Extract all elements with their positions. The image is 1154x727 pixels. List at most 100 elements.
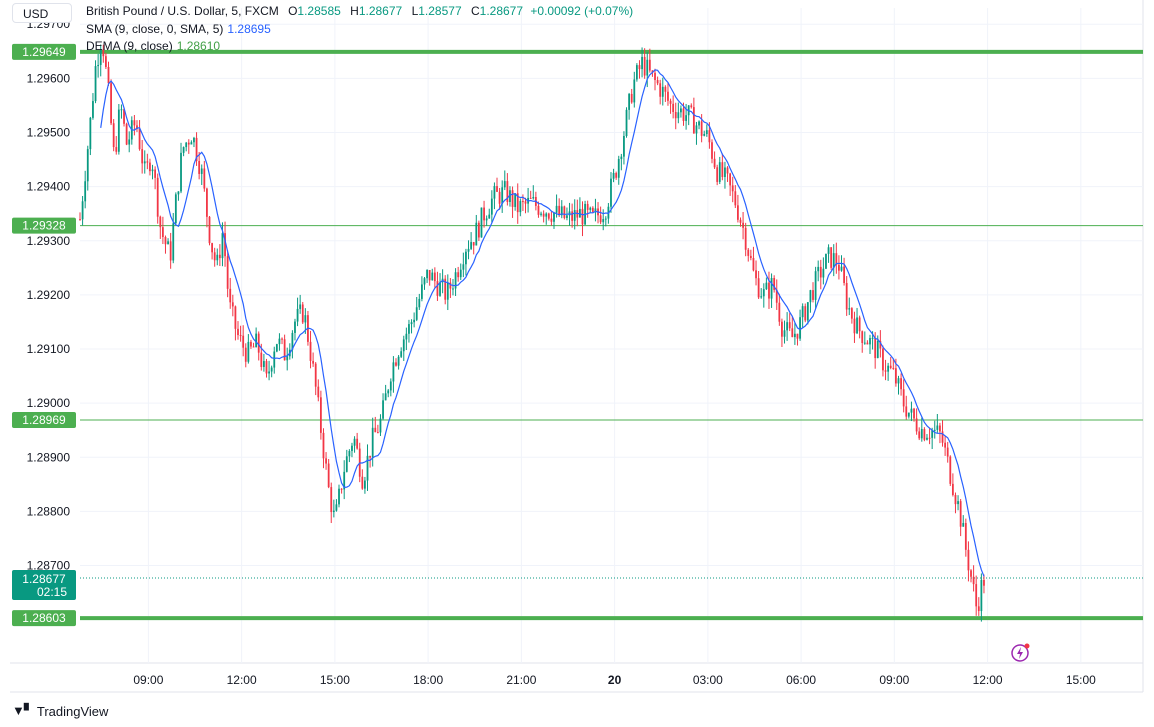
- candle-body: [436, 281, 439, 296]
- candle-body: [216, 254, 219, 261]
- candle-body: [395, 362, 397, 366]
- x-tick-label: 03:00: [693, 673, 723, 687]
- candle-body: [270, 367, 273, 372]
- candle-body: [511, 190, 514, 207]
- sma-legend[interactable]: SMA (9, close, 0, SMA, 5) 1.28695: [86, 21, 271, 37]
- level-tag: [12, 610, 76, 627]
- candle-body: [939, 425, 941, 432]
- x-tick-label: 15:00: [1066, 673, 1096, 687]
- candle-body: [164, 237, 167, 245]
- candle-body: [832, 253, 835, 268]
- y-tick-label: 1.29500: [27, 126, 71, 140]
- level-tag-label: 1.29328: [22, 219, 66, 233]
- candle-body: [433, 272, 436, 282]
- candle-body: [724, 167, 726, 178]
- candle-body: [760, 296, 763, 298]
- candle-body: [667, 91, 669, 101]
- candle-body: [169, 241, 172, 261]
- candle-body: [252, 346, 255, 348]
- x-tick-label: 09:00: [133, 673, 163, 687]
- candle-body: [747, 249, 750, 256]
- candle-body: [560, 206, 563, 216]
- candle-body: [848, 308, 851, 310]
- candle-body: [739, 219, 742, 223]
- candle-body: [522, 201, 524, 203]
- candle-body: [335, 504, 338, 511]
- candle-body: [654, 72, 656, 81]
- candle-body: [625, 109, 628, 136]
- sma-label: SMA (9, close, 0, SMA, 5): [86, 22, 224, 36]
- candle-body: [187, 142, 190, 145]
- candle-body: [946, 447, 949, 457]
- candle-body: [151, 169, 154, 172]
- candle-body: [923, 429, 926, 440]
- candle-body: [112, 123, 115, 148]
- dema-legend[interactable]: DEMA (9, close) 1.28610: [86, 38, 220, 54]
- candle-body: [400, 351, 403, 357]
- candle-body: [664, 86, 667, 92]
- candle-body: [799, 317, 801, 339]
- candle-body: [884, 370, 887, 372]
- candle-body: [604, 218, 607, 220]
- candle-body: [905, 406, 908, 417]
- candle-body: [863, 342, 866, 344]
- y-tick-label: 1.29300: [27, 234, 71, 248]
- candle-body: [773, 277, 776, 290]
- tradingview-brand[interactable]: ▼▘ TradingView: [12, 703, 108, 719]
- candle-body: [180, 152, 182, 192]
- candle-body: [599, 215, 602, 223]
- level-tag-label: 1.29649: [22, 45, 66, 59]
- candle-body: [366, 455, 369, 481]
- candle-body: [726, 167, 729, 174]
- price-axis: 1.297001.296001.295001.294001.293001.292…: [27, 17, 71, 572]
- candle-body: [586, 203, 589, 210]
- event-dot: [1024, 643, 1030, 649]
- candle-body: [628, 93, 631, 110]
- candle-body: [444, 278, 447, 300]
- candle-body: [529, 197, 532, 199]
- candle-body: [623, 135, 625, 157]
- candle-body: [850, 308, 853, 319]
- ohlc-low: 1.28577: [418, 4, 462, 18]
- candle-body: [141, 149, 144, 164]
- candle-body: [472, 242, 475, 246]
- candle-body: [281, 338, 283, 340]
- candle-body: [646, 59, 649, 76]
- candle-body: [936, 425, 939, 430]
- candle-body: [532, 197, 535, 199]
- candle-body: [356, 438, 359, 449]
- ohlc-high-key: H: [350, 4, 359, 18]
- candle-body: [123, 109, 125, 124]
- candle-body: [509, 190, 511, 202]
- candle-body: [793, 333, 796, 338]
- y-tick-label: 1.28700: [27, 559, 71, 573]
- candle-body: [721, 162, 724, 178]
- chart-grid: [10, 0, 1144, 693]
- event-marker-icon[interactable]: [1011, 643, 1030, 662]
- candle-body: [731, 185, 734, 192]
- level-tag-label: 1.28969: [22, 413, 66, 427]
- candle-body: [172, 223, 175, 261]
- candle-body: [327, 463, 330, 488]
- candle-body: [643, 56, 646, 76]
- candle-body: [102, 49, 105, 57]
- candle-body: [550, 218, 553, 222]
- candle-body: [467, 248, 470, 252]
- candle-body: [954, 494, 957, 505]
- candle-body: [304, 315, 307, 323]
- candle-body: [415, 307, 418, 320]
- candle-body: [229, 288, 232, 303]
- candle-body: [110, 83, 112, 124]
- symbol-title[interactable]: British Pound / U.S. Dollar, 5, FXCM: [86, 4, 279, 18]
- candle-body: [537, 205, 540, 215]
- candle-body: [340, 488, 343, 490]
- candle-body: [553, 212, 555, 222]
- candle-body: [86, 149, 89, 182]
- candle-body: [392, 362, 395, 382]
- candle-body: [462, 264, 465, 270]
- candle-body: [182, 147, 185, 153]
- currency-button[interactable]: USD: [12, 3, 72, 23]
- candle-body: [980, 579, 983, 612]
- candle-body: [742, 222, 744, 228]
